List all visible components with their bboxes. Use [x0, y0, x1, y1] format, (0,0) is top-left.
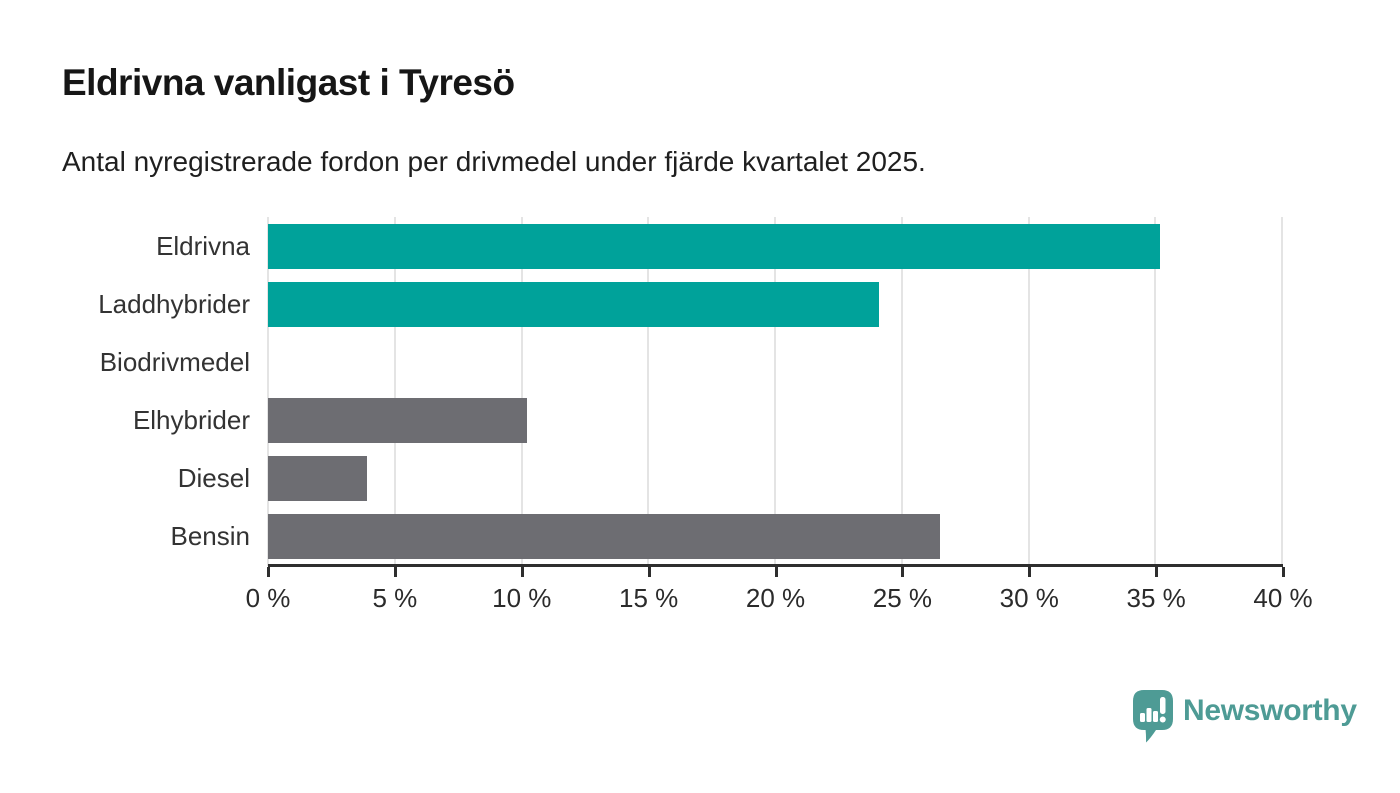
bar-row — [268, 508, 1282, 566]
chart-title: Eldrivna vanligast i Tyresö — [62, 62, 515, 103]
bar-row — [268, 450, 1282, 508]
axis-tick — [1028, 567, 1032, 577]
bar — [268, 456, 367, 502]
plot-area — [267, 217, 1283, 566]
bar-row — [268, 333, 1282, 391]
newsworthy-logo: Newsworthy — [1133, 690, 1357, 744]
bar — [268, 223, 1161, 269]
x-axis: 0 % 5 % 10 % 15 % 20 % 25 % 30 % 35 % 40 % — [246, 564, 1313, 617]
bar-row — [268, 217, 1282, 275]
bar — [268, 514, 940, 560]
axis-tick-label: 30 % — [999, 583, 1059, 613]
gridline — [267, 217, 269, 566]
bar — [268, 281, 879, 327]
gridline — [900, 217, 903, 566]
bar-row — [268, 275, 1282, 333]
category-label: Bensin — [170, 521, 251, 552]
chart-subtitle: Antal nyregistrerade fordon per drivmede… — [62, 146, 926, 177]
category-label: Biodrivmedel — [99, 346, 250, 377]
category-label: Diesel — [177, 463, 250, 494]
axis-tick — [520, 567, 524, 577]
axis-tick-label: 40 % — [1253, 583, 1313, 613]
axis-tick — [901, 567, 905, 577]
axis-tick-label: 15 % — [618, 583, 679, 613]
axis-tick-label: 0 % — [245, 583, 291, 613]
gridline — [647, 217, 650, 566]
category-label: Laddhybrider — [98, 288, 250, 319]
axis-tick — [774, 567, 778, 577]
axis-tick — [647, 567, 651, 577]
axis-tick — [393, 567, 397, 577]
gridline — [393, 217, 396, 566]
axis-tick — [1155, 567, 1159, 577]
axis-tick — [267, 567, 270, 577]
bar-row — [268, 391, 1282, 449]
newsworthy-pin-barchart-icon — [1133, 690, 1173, 744]
gridline — [1154, 217, 1157, 566]
gridline — [1281, 217, 1283, 566]
axis-tick-label: 20 % — [745, 583, 806, 613]
bar — [268, 398, 527, 444]
axis-tick — [1282, 567, 1285, 577]
gridline — [774, 217, 776, 566]
axis-tick-label: 5 % — [372, 583, 418, 613]
axis-tick-label: 25 % — [872, 583, 933, 613]
gridline — [1027, 217, 1030, 566]
gridline — [520, 217, 523, 566]
axis-tick-label: 10 % — [492, 583, 552, 613]
newsworthy-logo-text: Newsworthy — [1183, 694, 1357, 727]
category-labels: Eldrivna Laddhybrider Biodrivmedel Elhybrid… — [0, 217, 250, 566]
axis-tick-label: 35 % — [1126, 583, 1186, 613]
category-label: Eldrivna — [156, 230, 250, 261]
category-label: Elhybrider — [132, 405, 250, 436]
